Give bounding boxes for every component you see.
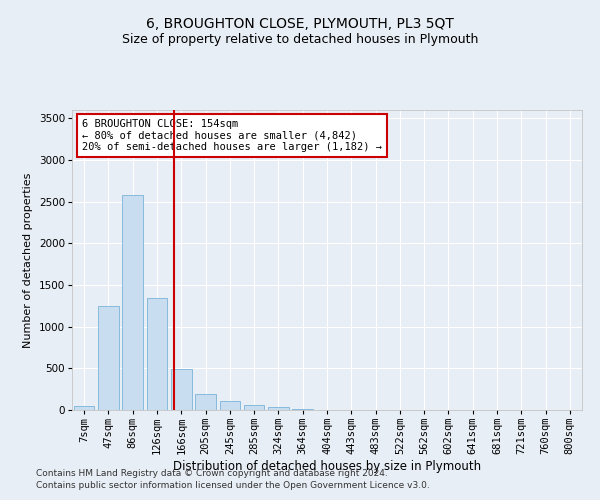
Bar xyxy=(74,406,94,410)
Text: Contains public sector information licensed under the Open Government Licence v3: Contains public sector information licen… xyxy=(36,481,430,490)
Text: Contains HM Land Registry data © Crown copyright and database right 2024.: Contains HM Land Registry data © Crown c… xyxy=(36,468,388,477)
Bar xyxy=(268,407,289,410)
Text: Size of property relative to detached houses in Plymouth: Size of property relative to detached ho… xyxy=(122,32,478,46)
Bar xyxy=(244,406,265,410)
X-axis label: Distribution of detached houses by size in Plymouth: Distribution of detached houses by size … xyxy=(173,460,481,473)
Bar xyxy=(98,306,119,410)
Y-axis label: Number of detached properties: Number of detached properties xyxy=(23,172,33,348)
Bar xyxy=(146,298,167,410)
Bar xyxy=(220,401,240,410)
Bar xyxy=(171,369,191,410)
Text: 6, BROUGHTON CLOSE, PLYMOUTH, PL3 5QT: 6, BROUGHTON CLOSE, PLYMOUTH, PL3 5QT xyxy=(146,18,454,32)
Bar xyxy=(292,409,313,410)
Text: 6 BROUGHTON CLOSE: 154sqm
← 80% of detached houses are smaller (4,842)
20% of se: 6 BROUGHTON CLOSE: 154sqm ← 80% of detac… xyxy=(82,119,382,152)
Bar xyxy=(195,394,216,410)
Bar xyxy=(122,196,143,410)
